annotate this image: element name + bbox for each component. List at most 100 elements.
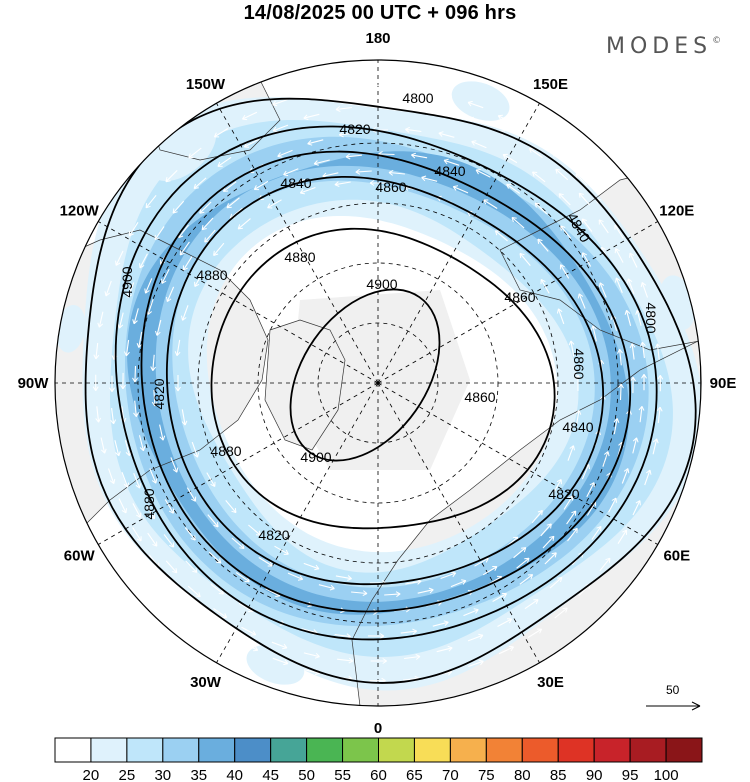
wind-arrow: [111, 407, 115, 424]
wind-arrow: [575, 173, 588, 186]
wind-arrow: [438, 132, 455, 138]
wind-arrow-head: [614, 248, 620, 254]
colorbar-tick-label: 75: [478, 767, 495, 782]
wind-arrow: [272, 98, 288, 106]
wind-arrow: [186, 487, 196, 502]
wind-arrow-head: [168, 508, 174, 514]
longitude-labels: 180 150E 120E 90E 60E 30E 0 30W 60W 90W 120W 150W: [18, 30, 737, 737]
wind-arrow: [210, 583, 224, 595]
wind-arrow: [134, 400, 137, 417]
contour-label: 4800: [643, 302, 659, 333]
colorbar-tick-label: 95: [622, 767, 639, 782]
colorbar-tick-label: 65: [406, 767, 423, 782]
wind-arrow: [402, 104, 419, 108]
wind-arrow: [549, 577, 563, 589]
wind-arrow-head: [267, 203, 273, 209]
wind-arrow-head: [562, 607, 568, 613]
wind-arrow: [656, 343, 660, 360]
wind-arrow: [619, 349, 622, 366]
wind-arrow-head: [139, 263, 145, 269]
wind-arrow-head: [150, 366, 156, 372]
wind-arrow-head: [126, 292, 133, 298]
colorbar-swatch: [162, 737, 200, 763]
wind-arrow: [578, 293, 586, 309]
wind-arrow-head: [133, 412, 139, 418]
colorbar-swatch: [306, 737, 344, 763]
wind-blob: [659, 275, 696, 331]
wind-arrow: [318, 584, 335, 590]
wind-arrow-head: [267, 561, 273, 567]
wind-arrow-head: [536, 628, 543, 634]
wind-arrow-head: [132, 377, 138, 383]
wind-arrow-head: [657, 375, 664, 380]
contour-label: 4840: [280, 175, 311, 191]
wind-arrow: [421, 176, 438, 182]
wind-arrow: [405, 580, 422, 585]
wind-arrow-head: [403, 84, 409, 91]
wind-arrow-head: [622, 529, 628, 535]
wind-arrow-head: [506, 183, 512, 189]
wind-arrow: [432, 621, 449, 627]
height-contour: [140, 150, 632, 613]
wind-arrow: [304, 90, 321, 95]
meridian-line: [377, 103, 540, 384]
wind-arrow-head: [272, 126, 278, 133]
wind-arrow: [339, 132, 356, 136]
wind-arrow-head: [161, 278, 167, 284]
wind-arrow-head: [551, 552, 557, 558]
wind-arrow-head: [166, 296, 172, 303]
wind-arrow-head: [626, 278, 633, 284]
wind-arrow: [248, 524, 261, 536]
wind-arrow-head: [115, 260, 121, 266]
contour-label: 4880: [196, 267, 227, 283]
wind-arrow-head: [283, 170, 289, 177]
contour-label: 4820: [339, 121, 370, 137]
wind-arrow-head: [336, 84, 342, 91]
wind-arrow-head: [190, 535, 196, 541]
wind-arrow: [388, 171, 405, 175]
wind-blob: [246, 645, 305, 685]
colorbar-tick-label: 90: [586, 767, 603, 782]
meridian-line: [98, 382, 379, 545]
wind-arrow: [567, 445, 575, 461]
wind-arrow: [170, 457, 178, 473]
wind-arrow: [181, 409, 186, 426]
wind-arrow: [144, 278, 153, 294]
wind-arrow-head: [649, 312, 656, 318]
wind-arrow-head: [181, 420, 188, 426]
wind-arrow-head: [638, 405, 645, 411]
wind-arrow: [502, 154, 518, 164]
wind-arrow-head: [283, 659, 289, 666]
wind-arrow: [215, 624, 230, 635]
wind-arrow-head: [443, 620, 449, 626]
wind-arrow: [532, 171, 546, 183]
brand-logo: MODES©: [606, 34, 721, 59]
wind-arrow-head: [121, 508, 127, 514]
wind-arrow-head: [534, 202, 540, 208]
colorbar-tick-label: 60: [370, 767, 387, 782]
wind-arrow-head: [239, 543, 245, 549]
wind-arrow: [558, 193, 571, 206]
wind-arrow-head: [182, 265, 188, 271]
contour-label: 4900: [119, 266, 135, 297]
wind-arrow: [599, 557, 611, 572]
map-title: 14/08/2025 00 UTC + 096 hrs: [243, 2, 517, 24]
longitude-label: 180: [365, 30, 390, 47]
contour-label: 4900: [366, 276, 397, 292]
wind-arrow: [631, 343, 635, 360]
wind-arrow-head: [172, 568, 178, 574]
wind-arrow-head: [640, 282, 647, 288]
wind-arrow-head: [123, 482, 130, 488]
wind-arrow-head: [255, 530, 262, 536]
wind-arrow-head: [632, 437, 639, 443]
wind-arrow: [511, 217, 525, 229]
wind-arrow-head: [191, 496, 197, 502]
wind-arrow-head: [451, 571, 457, 578]
wind-arrow-head: [436, 90, 442, 97]
wind-arrow: [166, 286, 175, 302]
wind-arrow: [181, 305, 189, 321]
wind-arrow-head: [623, 468, 630, 474]
wind-arrow: [124, 440, 131, 456]
contour-label: 4880: [210, 443, 241, 459]
